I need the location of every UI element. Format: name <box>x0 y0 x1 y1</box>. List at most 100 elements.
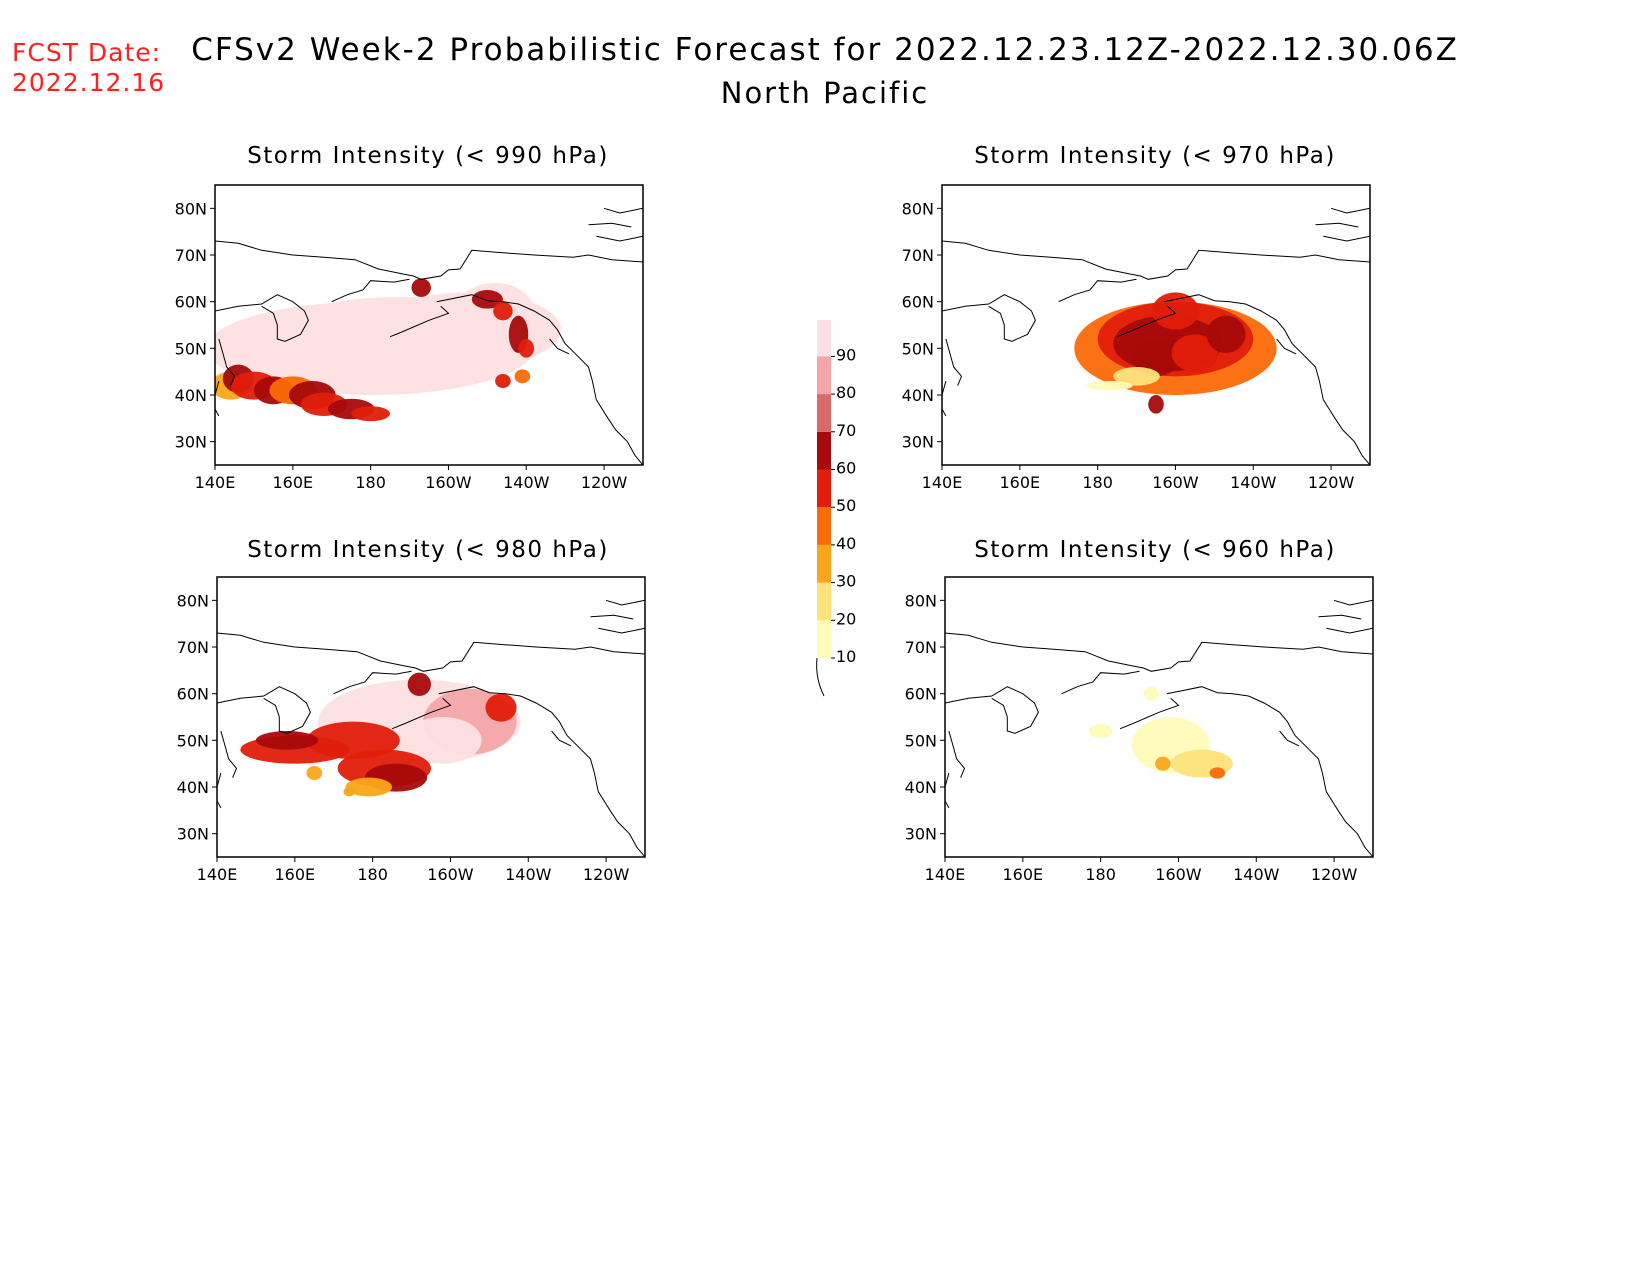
lat-tick-label: 60N <box>177 685 209 704</box>
coastline <box>590 614 634 620</box>
coastline <box>333 670 412 695</box>
colorbar-segment <box>817 469 831 508</box>
probability-contour <box>1148 395 1164 414</box>
lat-tick-label: 60N <box>905 685 937 704</box>
probability-colorbar: 10 20 30 40 50 60 70 80 90 <box>816 320 856 697</box>
coastline <box>215 240 643 280</box>
coastline <box>942 380 947 417</box>
probability-contour <box>471 290 503 309</box>
lon-tick-label: 140W <box>1233 865 1280 884</box>
fcst-label: FCST Date: <box>12 38 162 67</box>
coastline <box>1061 670 1140 695</box>
coastline <box>588 222 632 228</box>
lon-tick-label: 160E <box>274 865 315 884</box>
lon-tick-label: 140W <box>503 473 550 492</box>
lat-tick-label: 80N <box>902 199 934 218</box>
coastline <box>436 294 643 465</box>
coastline <box>1279 730 1300 747</box>
coastline <box>1119 697 1180 730</box>
colorbar-segment <box>817 320 831 357</box>
map-panel-980: 80N 70N 60N 50N 40N 30N 140E 160E 180 160W 140W 120… <box>177 576 646 884</box>
probability-contour <box>306 766 323 780</box>
map-frame <box>944 576 1374 858</box>
colorbar-segment <box>817 394 831 432</box>
colorbar-label: 40 <box>836 534 856 553</box>
probability-contour <box>1209 767 1226 779</box>
coastline <box>945 632 1373 672</box>
coastline <box>220 730 238 778</box>
coastline <box>331 278 410 303</box>
lat-tick-label: 80N <box>905 591 937 610</box>
probability-field <box>217 599 645 857</box>
colorbar-label: 70 <box>836 421 856 440</box>
probability-contour <box>255 731 319 750</box>
coastline <box>217 772 222 809</box>
lon-tick-label: 140E <box>925 865 966 884</box>
lat-tick-label: 50N <box>905 731 937 750</box>
lat-tick-label: 40N <box>902 386 934 405</box>
lon-tick-label: 180 <box>357 865 388 884</box>
probability-contour <box>345 777 393 797</box>
colorbar-label: 80 <box>836 383 856 402</box>
colorbar-label: 10 <box>836 647 856 666</box>
lon-tick-label: 160E <box>272 473 313 492</box>
probability-contour <box>411 278 431 297</box>
lon-tick-label: 160W <box>1152 473 1199 492</box>
lon-tick-label: 120W <box>581 473 628 492</box>
colorbar-label: 50 <box>836 496 856 515</box>
probability-contour <box>1171 334 1219 372</box>
probability-contour <box>265 339 359 386</box>
map-frame <box>941 184 1371 466</box>
lat-tick-label: 60N <box>175 293 207 312</box>
probability-contour <box>1132 339 1180 377</box>
forecast-date-label: FCST Date: 2022.12.16 <box>12 38 165 98</box>
lat-tick-label: 30N <box>177 825 209 844</box>
probability-contour <box>1155 756 1171 771</box>
coastline <box>438 686 645 857</box>
lat-tick-label: 50N <box>902 339 934 358</box>
lat-tick-label: 50N <box>177 731 209 750</box>
probability-contour <box>1206 315 1246 353</box>
colorbar-segment <box>817 620 831 658</box>
lon-tick-label: 160E <box>1002 865 1043 884</box>
lon-tick-label: 160W <box>1155 865 1202 884</box>
coastline <box>605 599 645 606</box>
coastline <box>391 697 452 730</box>
lon-tick-label: 180 <box>355 473 386 492</box>
lat-tick-label: 70N <box>905 638 937 657</box>
probability-contour <box>495 374 511 388</box>
colorbar-segment <box>817 431 831 470</box>
map-panel-990: 80N 70N 60N 50N 40N 30N 140E 160E 180 160W 140W 120… <box>175 184 644 492</box>
coastline <box>945 686 1039 734</box>
panel-title-980: Storm Intensity (< 980 hPa) <box>247 537 609 563</box>
lon-tick-label: 160W <box>427 865 474 884</box>
probability-contour <box>493 301 513 321</box>
lon-tick-label: 160E <box>999 473 1040 492</box>
coastline <box>1323 235 1370 242</box>
coastline <box>603 207 643 214</box>
probability-contour <box>485 693 517 722</box>
probability-field <box>945 599 1373 857</box>
probability-field <box>942 207 1370 465</box>
coastline <box>549 338 570 355</box>
coastline <box>942 294 1036 342</box>
panel-title-990: Storm Intensity (< 990 hPa) <box>247 143 609 169</box>
lat-tick-label: 40N <box>177 778 209 797</box>
coastline <box>945 338 963 386</box>
lat-tick-label: 30N <box>902 433 934 452</box>
panel-title-970: Storm Intensity (< 970 hPa) <box>974 143 1336 169</box>
lat-tick-label: 40N <box>175 386 207 405</box>
probability-contour <box>403 717 482 764</box>
lon-tick-label: 120W <box>1308 473 1355 492</box>
coastline <box>215 380 220 417</box>
lon-tick-label: 140W <box>1230 473 1277 492</box>
lat-tick-label: 50N <box>175 339 207 358</box>
colorbar-label: 30 <box>836 572 856 591</box>
lon-tick-label: 180 <box>1082 473 1113 492</box>
colorbar-segment <box>817 544 831 583</box>
coastline <box>1276 338 1297 355</box>
lon-tick-label: 140E <box>922 473 963 492</box>
probability-field <box>215 207 643 465</box>
fcst-date: 2022.12.16 <box>12 68 166 97</box>
coastline <box>1315 222 1359 228</box>
